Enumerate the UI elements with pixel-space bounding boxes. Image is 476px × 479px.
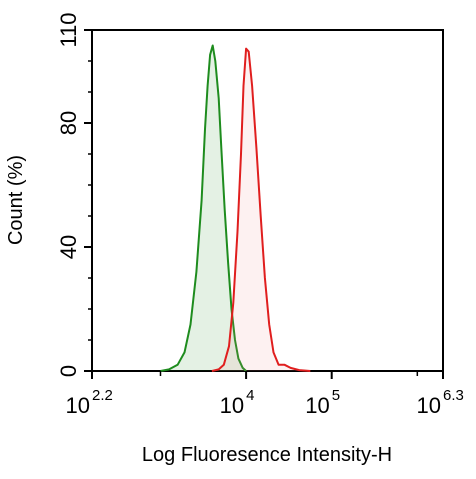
x-tick-base: 10 (220, 393, 244, 418)
y-tick-label: 110 (56, 12, 81, 47)
y-tick-label: 80 (56, 111, 81, 135)
x-tick-base: 10 (305, 393, 329, 418)
series-2-line (211, 47, 311, 372)
y-tick-label: 40 (56, 235, 81, 259)
x-tick-base: 10 (66, 393, 90, 418)
plot-frame (91, 29, 444, 372)
x-axis-title: Log Fluoresence Intensity-H (142, 444, 392, 466)
series-2-fill (211, 48, 311, 371)
series-1-line (160, 44, 247, 372)
x-tick-exponent: 6.3 (443, 387, 464, 404)
x-tick-exponent: 4 (246, 387, 254, 404)
x-tick-base: 10 (417, 393, 441, 418)
y-axis-title: Count (%) (5, 155, 27, 245)
x-tick-exponent: 5 (332, 387, 340, 404)
x-tick-exponent: 2.2 (92, 387, 113, 404)
series-layer (160, 44, 311, 372)
y-tick-label: 0 (56, 365, 81, 377)
series-1-fill (160, 45, 247, 371)
